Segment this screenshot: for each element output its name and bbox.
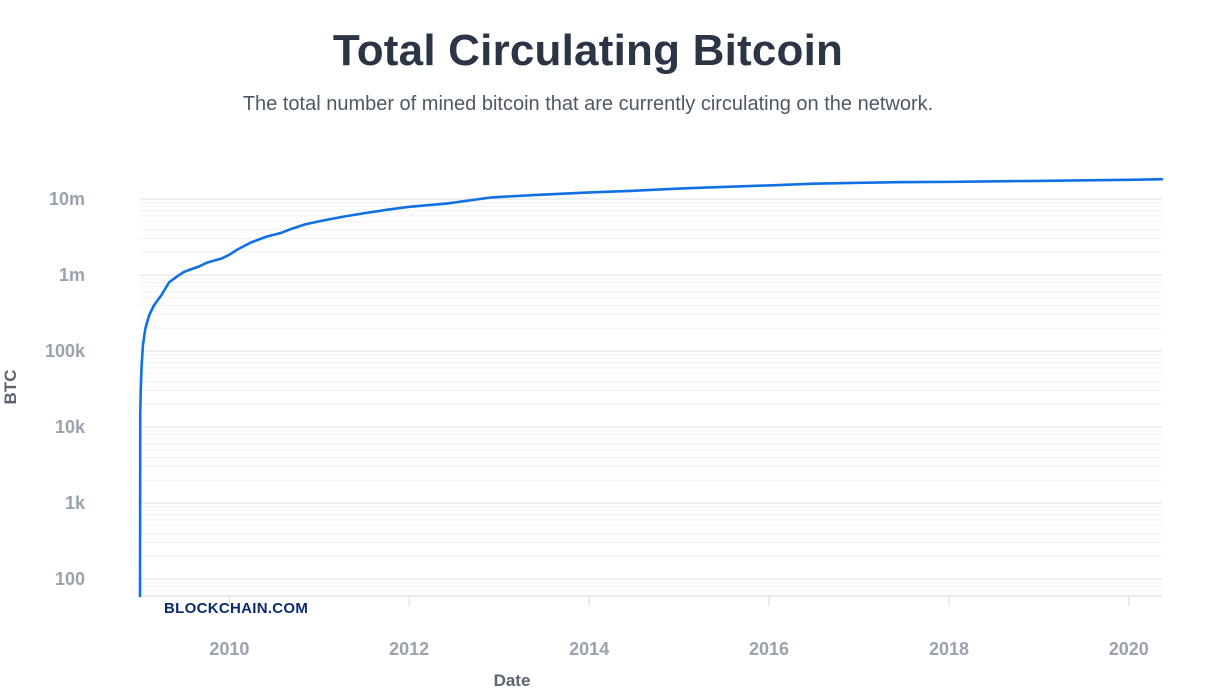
chart-subtitle: The total number of mined bitcoin that a… xyxy=(242,93,934,115)
y-tick-label: 1m xyxy=(59,265,85,285)
x-axis-title: Date xyxy=(494,671,531,690)
y-tick-label: 10k xyxy=(55,417,86,437)
y-tick-label: 1k xyxy=(65,493,86,513)
y-tick-label: 100 xyxy=(55,569,85,589)
x-tick-label: 2018 xyxy=(929,639,969,659)
x-tick-label: 2016 xyxy=(749,639,789,659)
x-tick-label: 2014 xyxy=(569,639,609,659)
x-tick-label: 2010 xyxy=(209,639,249,659)
series-line xyxy=(138,177,1164,598)
grid-lines xyxy=(140,198,1162,597)
x-tick-label: 2012 xyxy=(389,639,429,659)
y-axis-title: BTC xyxy=(1,370,20,405)
y-tick-label: 100k xyxy=(45,341,86,361)
x-axis: 2010 2012 2014 2016 2018 2020 xyxy=(209,596,1149,659)
x-tick-label: 2020 xyxy=(1109,639,1149,659)
y-tick-label: 10m xyxy=(49,189,85,209)
brand-watermark: BLOCKCHAIN.COM xyxy=(164,600,308,617)
y-axis: 100 1k 10k 100k 1m 10m xyxy=(45,189,86,589)
chart-title: Total Circulating Bitcoin xyxy=(332,26,844,75)
